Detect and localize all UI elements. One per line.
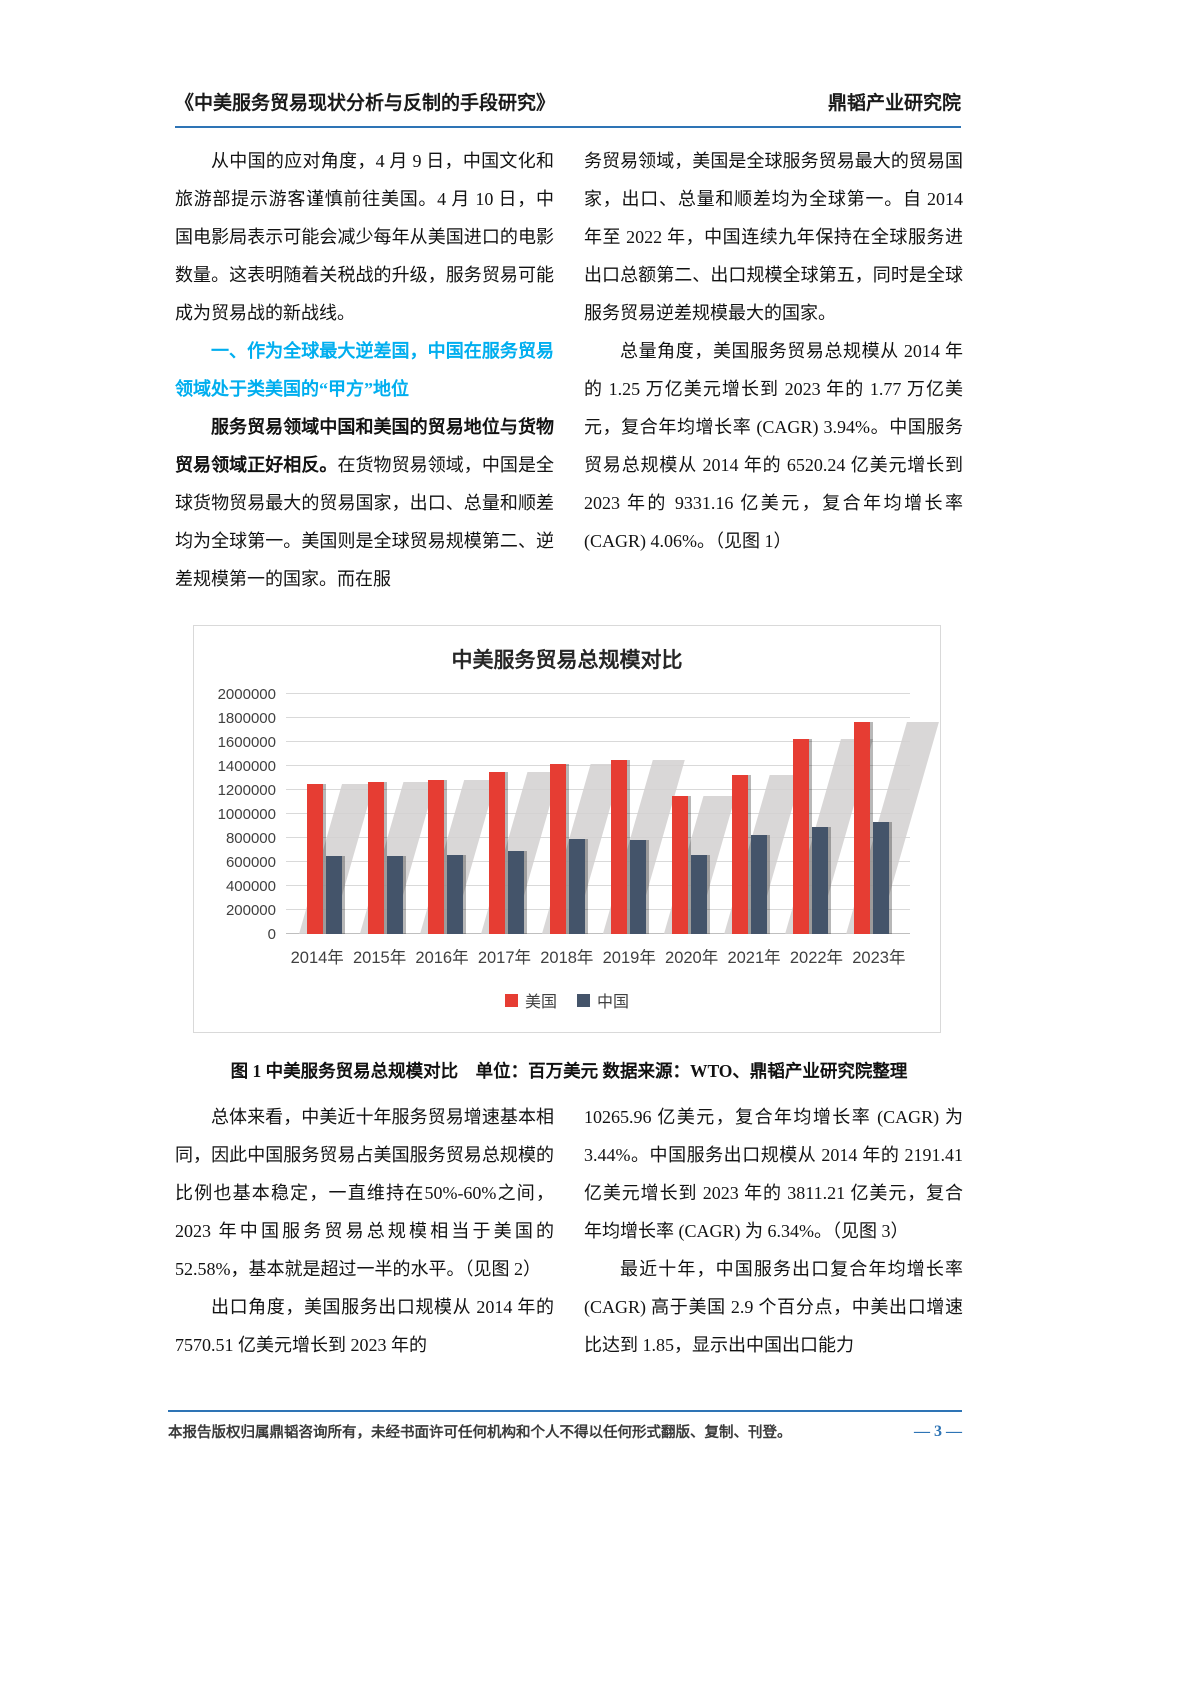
page-header: 《中美服务贸易现状分析与反制的手段研究》 鼎韬产业研究院 xyxy=(175,88,961,128)
bar-美国 xyxy=(306,784,326,934)
x-tick-label: 2022年 xyxy=(789,949,844,967)
legend-item: 美国 xyxy=(504,988,557,1012)
paragraph-text: 在货物贸易领域，中国是全球货物贸易最大的贸易国家，出口、总量和顺差均为全球第一。… xyxy=(175,455,555,589)
y-tick-label: 1000000 xyxy=(217,806,276,823)
bar-group xyxy=(537,694,623,935)
bar-group xyxy=(294,694,374,935)
org-name: 鼎韬产业研究院 xyxy=(827,93,961,114)
paragraph: 10265.96 亿美元，复合年均增长率 (CAGR) 为 3.44%。中国服务… xyxy=(584,1107,963,1241)
chart-title: 中美服务贸易总规模对比 xyxy=(451,649,683,672)
x-tick-label: 2020年 xyxy=(665,949,719,967)
bar-中国 xyxy=(751,835,771,934)
bar-美国 xyxy=(367,782,387,934)
y-tick-label: 800000 xyxy=(225,830,276,847)
x-tick-label: 2019年 xyxy=(602,949,656,967)
paragraph: 务贸易领域，美国是全球服务贸易最大的贸易国家，出口、总量和顺差均为全球第一。自 … xyxy=(584,151,963,323)
bar-中国 xyxy=(508,850,528,935)
x-tick-label: 2018年 xyxy=(540,949,594,967)
gridline xyxy=(286,717,910,718)
bar-中国 xyxy=(629,839,649,935)
bar-中国 xyxy=(386,855,406,934)
bar-美国 xyxy=(671,796,691,934)
bar-中国 xyxy=(873,822,893,934)
x-tick-label: 2015年 xyxy=(353,949,407,967)
bar-group xyxy=(598,694,685,935)
paragraph: 从中国的应对角度，4 月 9 日，中国文化和旅游部提示游客谨慎前往美国。4 月 … xyxy=(175,151,554,323)
x-axis-labels: 2014年 2015年 2016年 2017年 2018年 2019年 2020年 2021年… xyxy=(286,944,910,968)
legend-swatch-icon xyxy=(577,993,590,1007)
bar-group xyxy=(659,694,735,935)
legend-item: 中国 xyxy=(577,988,629,1012)
paragraph: 最近十年，中国服务出口复合年均增长率 (CAGR) 高于美国 2.9 个百分点，… xyxy=(584,1259,963,1355)
bar-groups xyxy=(286,694,939,935)
gridline xyxy=(286,741,910,742)
bar-美国 xyxy=(489,772,509,934)
legend-label: 中国 xyxy=(597,994,630,1011)
report-title: 《中美服务贸易现状分析与反制的手段研究》 xyxy=(175,93,556,114)
section-heading: 一、作为全球最大逆差国，中国在服务贸易领域处于类美国的“甲方”地位 xyxy=(175,341,554,399)
y-tick-label: 1200000 xyxy=(217,782,276,799)
paragraph: 出口角度，美国服务出口规模从 2014 年的 7570.51 亿美元增长到 20… xyxy=(175,1297,554,1355)
body-columns: 总体来看，中美近十年服务贸易增速基本相同，因此中国服务贸易占美国服务贸易总规模的… xyxy=(175,1098,963,1412)
y-tick-label: 200000 xyxy=(225,902,276,919)
bar-美国 xyxy=(732,774,752,935)
legend-swatch-icon xyxy=(504,993,518,1007)
bar-group xyxy=(720,694,802,935)
page-footer: 本报告版权归属鼎韬咨询所有，未经书面许可任何机构和个人不得以任何形式翻版、复制、… xyxy=(168,1410,962,1442)
x-tick-label: 2021年 xyxy=(727,949,781,967)
bar-group xyxy=(476,694,560,935)
x-tick-label: 2023年 xyxy=(852,949,906,967)
y-tick-label: 600000 xyxy=(225,854,276,871)
paragraph: 总量角度，美国服务贸易总规模从 2014 年的 1.25 万亿美元增长到 202… xyxy=(584,341,963,551)
gridline xyxy=(286,693,910,694)
bar-group xyxy=(416,694,497,935)
y-tick-label: 0 xyxy=(267,926,276,943)
x-tick-label: 2014年 xyxy=(290,949,344,967)
bar-中国 xyxy=(569,838,589,935)
y-axis-labels: 0 200000 400000 600000 800000 1000000 1200000 1… xyxy=(206,686,286,943)
paragraph-bold-lead: 服务贸易领域中国和美国的贸易地位与货物贸易领域正好相反。 xyxy=(175,417,554,475)
y-tick-label: 1400000 xyxy=(217,758,276,775)
x-tick-label: 2016年 xyxy=(415,949,469,967)
bar-美国 xyxy=(793,738,813,935)
chart-figure: 中美服务贸易总规模对比 0 200000 400000 600000 800000 100… xyxy=(193,625,941,1033)
paragraph: 服务贸易领域中国和美国的贸易地位与货物贸易领域正好相反。在货物贸易领域，中国是全… xyxy=(175,408,554,598)
paragraph: 总体来看，中美近十年服务贸易增速基本相同，因此中国服务贸易占美国服务贸易总规模的… xyxy=(175,1107,554,1279)
y-tick-label: 1800000 xyxy=(217,710,276,727)
bar-group xyxy=(841,694,939,935)
body-right-column: 10265.96 亿美元，复合年均增长率 (CAGR) 为 3.44%。中国服务… xyxy=(584,1098,963,1412)
copyright-notice: 本报告版权归属鼎韬咨询所有，未经书面许可任何机构和个人不得以任何形式翻版、复制、… xyxy=(168,1425,792,1441)
bar-中国 xyxy=(690,854,710,935)
y-tick-label: 1600000 xyxy=(217,734,276,751)
legend-label: 美国 xyxy=(524,994,557,1011)
bar-中国 xyxy=(812,827,832,934)
y-tick-label: 400000 xyxy=(225,878,276,895)
plot-area xyxy=(286,693,939,935)
page-number: — 3 — xyxy=(914,1422,962,1440)
x-tick-label: 2017年 xyxy=(477,949,532,967)
y-tick-label: 2000000 xyxy=(217,686,276,703)
bar-中国 xyxy=(447,855,467,934)
bar-美国 xyxy=(854,721,874,935)
gridline xyxy=(286,885,910,886)
bar-中国 xyxy=(325,855,345,935)
body-left-column: 总体来看，中美近十年服务贸易增速基本相同，因此中国服务贸易占美国服务贸易总规模的… xyxy=(175,1098,554,1412)
chart-plot-wrap: 0 200000 400000 600000 800000 1000000 1200000 1… xyxy=(194,686,940,943)
bar-group xyxy=(355,694,435,934)
intro-right-column: 务贸易领域，美国是全球服务贸易最大的贸易国家，出口、总量和顺差均为全球第一。自 … xyxy=(584,142,963,622)
figure-caption: 图 1 中美服务贸易总规模对比 单位：百万美元 数据来源：WTO、鼎韬产业研究院… xyxy=(230,1061,908,1081)
bar-美国 xyxy=(428,779,448,935)
bar-group xyxy=(780,694,873,935)
bar-美国 xyxy=(610,760,630,934)
intro-left-column: 从中国的应对角度，4 月 9 日，中国文化和旅游部提示游客谨慎前往美国。4 月 … xyxy=(175,142,554,622)
gridline xyxy=(286,933,910,934)
chart-legend: 美国 中国 xyxy=(194,988,940,1012)
intro-columns: 从中国的应对角度，4 月 9 日，中国文化和旅游部提示游客谨慎前往美国。4 月 … xyxy=(175,142,963,622)
bar-美国 xyxy=(550,764,570,934)
gridline xyxy=(286,909,910,910)
gridline xyxy=(286,861,910,862)
